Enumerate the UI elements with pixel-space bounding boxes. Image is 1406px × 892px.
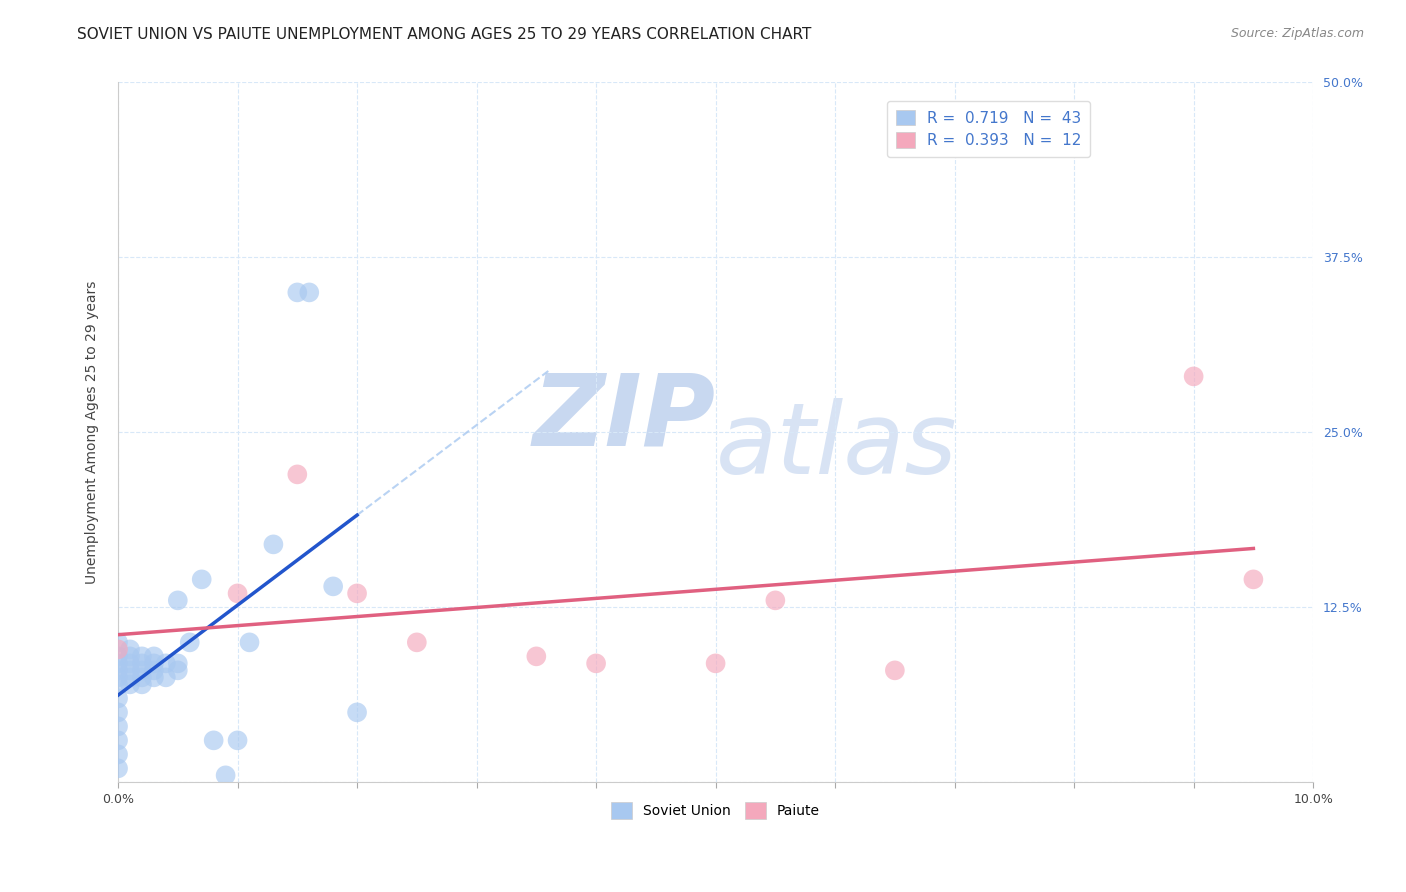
Point <box>262 537 284 551</box>
Point <box>118 670 141 684</box>
Point <box>107 719 129 733</box>
Point <box>1182 369 1205 384</box>
Point <box>298 285 321 300</box>
Point <box>107 649 129 664</box>
Point <box>226 733 249 747</box>
Point <box>107 691 129 706</box>
Point <box>118 664 141 678</box>
Point <box>118 642 141 657</box>
Point <box>142 664 165 678</box>
Point <box>142 670 165 684</box>
Point <box>214 768 236 782</box>
Point <box>131 657 153 671</box>
Point <box>179 635 201 649</box>
Point <box>118 677 141 691</box>
Point <box>107 670 129 684</box>
Point <box>155 657 177 671</box>
Point <box>346 706 368 720</box>
Point <box>107 664 129 678</box>
Point <box>107 706 129 720</box>
Point <box>166 664 188 678</box>
Point <box>524 649 547 664</box>
Point <box>226 586 249 600</box>
Point <box>107 677 129 691</box>
Legend: Soviet Union, Paiute: Soviet Union, Paiute <box>606 797 825 824</box>
Point <box>704 657 727 671</box>
Point <box>131 677 153 691</box>
Point <box>155 670 177 684</box>
Point <box>118 649 141 664</box>
Point <box>202 733 225 747</box>
Point <box>107 657 129 671</box>
Point <box>285 285 308 300</box>
Point <box>166 593 188 607</box>
Point <box>883 664 905 678</box>
Text: Source: ZipAtlas.com: Source: ZipAtlas.com <box>1230 27 1364 40</box>
Point <box>763 593 786 607</box>
Text: ZIP: ZIP <box>533 370 716 467</box>
Point <box>405 635 427 649</box>
Point <box>238 635 260 649</box>
Text: SOVIET UNION VS PAIUTE UNEMPLOYMENT AMONG AGES 25 TO 29 YEARS CORRELATION CHART: SOVIET UNION VS PAIUTE UNEMPLOYMENT AMON… <box>77 27 811 42</box>
Point <box>131 670 153 684</box>
Point <box>1241 573 1264 587</box>
Point <box>166 657 188 671</box>
Point <box>107 761 129 775</box>
Point <box>190 573 212 587</box>
Point <box>107 642 129 657</box>
Point <box>131 664 153 678</box>
Text: atlas: atlas <box>716 398 957 495</box>
Point <box>131 649 153 664</box>
Point <box>118 657 141 671</box>
Point <box>107 747 129 762</box>
Y-axis label: Unemployment Among Ages 25 to 29 years: Unemployment Among Ages 25 to 29 years <box>86 281 100 584</box>
Point <box>322 579 344 593</box>
Point <box>107 733 129 747</box>
Point <box>285 467 308 482</box>
Point <box>142 657 165 671</box>
Point <box>585 657 607 671</box>
Point <box>142 649 165 664</box>
Point <box>346 586 368 600</box>
Point <box>107 635 129 649</box>
